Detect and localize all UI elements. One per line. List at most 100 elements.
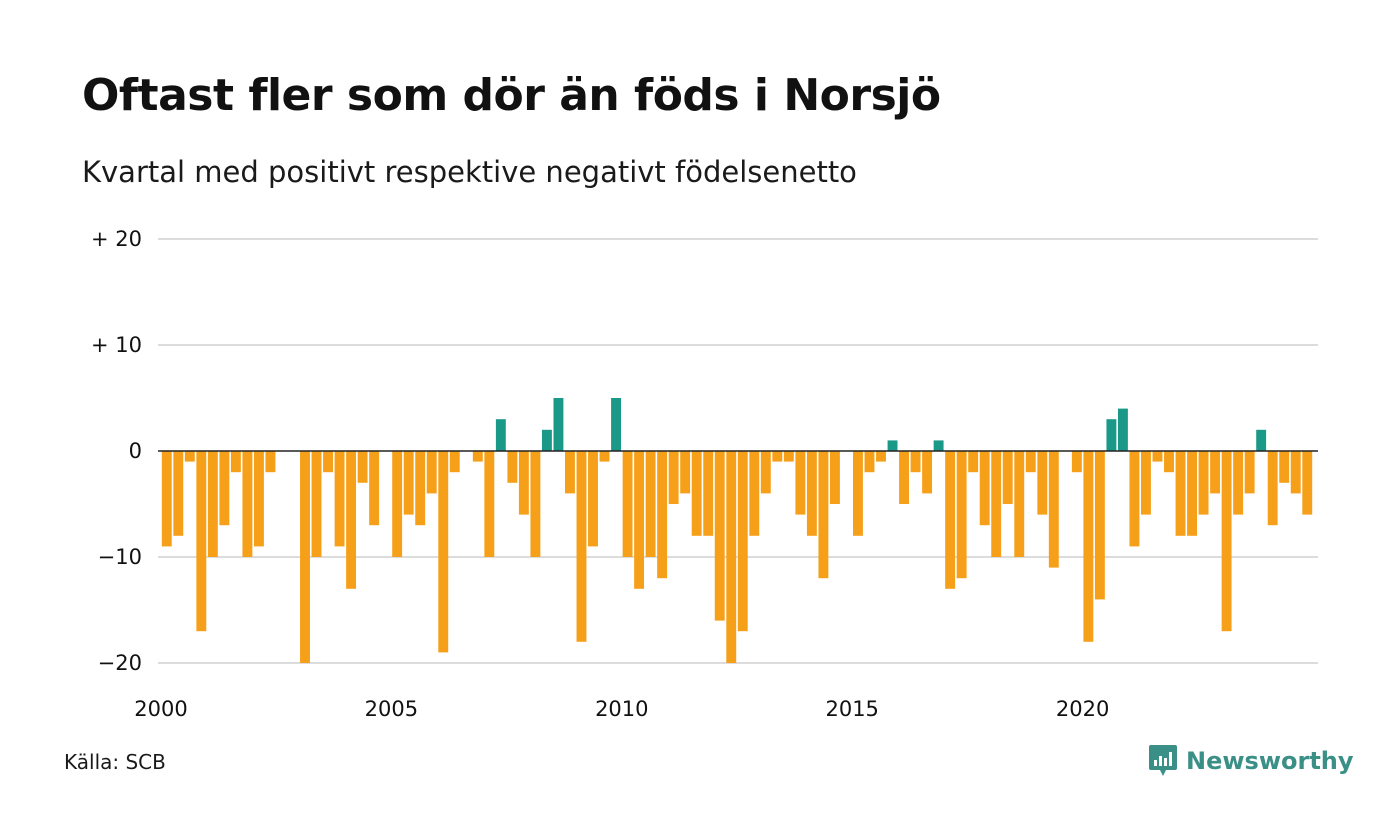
bar-negative xyxy=(1244,451,1255,494)
y-tick-label: −10 xyxy=(98,545,142,569)
bar-negative xyxy=(161,451,172,547)
chart-subtitle: Kvartal med positivt respektive negativt… xyxy=(82,155,857,189)
bar-negative xyxy=(726,451,737,663)
bar-negative xyxy=(265,451,276,473)
bar-negative xyxy=(599,451,610,462)
bar-negative xyxy=(507,451,518,483)
bar-negative xyxy=(357,451,368,483)
x-tick-label: 2005 xyxy=(365,697,418,721)
bar-negative xyxy=(772,451,783,462)
bar-chart: + 20 + 10 0 −10 −20 2000 2005 2010 2015 2020 xyxy=(91,227,1318,721)
bar-negative xyxy=(829,451,840,504)
bar-negative xyxy=(565,451,575,494)
bar-negative xyxy=(1210,451,1221,494)
tick-labels: + 20 + 10 0 −10 −20 2000 2005 2010 2015 2020 xyxy=(91,227,1109,721)
x-tick-label: 2015 xyxy=(825,697,878,721)
bar-negative xyxy=(242,451,253,557)
bar-positive xyxy=(1117,408,1128,451)
bar-negative xyxy=(1152,451,1163,462)
bar-negative xyxy=(668,451,679,504)
bar-negative xyxy=(1164,451,1174,473)
bar-negative xyxy=(691,451,702,536)
bar-negative xyxy=(1083,451,1094,642)
bars xyxy=(161,398,1313,663)
bar-negative xyxy=(1129,451,1140,547)
bar-positive xyxy=(1256,429,1267,451)
bar-negative xyxy=(588,451,598,547)
brand-name: Newsworthy xyxy=(1186,747,1354,775)
bar-negative xyxy=(518,451,529,515)
bar-negative xyxy=(968,451,979,473)
bar-negative xyxy=(1187,451,1197,536)
bar-negative xyxy=(1221,451,1232,632)
bar-negative xyxy=(991,451,1002,557)
x-tick-label: 2020 xyxy=(1056,697,1109,721)
source-note: Källa: SCB xyxy=(64,750,166,774)
bar-negative xyxy=(760,451,771,494)
bar-negative xyxy=(657,451,668,579)
bar-negative xyxy=(369,451,380,526)
bar-negative xyxy=(300,451,310,663)
bar-negative xyxy=(230,451,241,473)
bar-negative xyxy=(922,451,933,494)
bar-negative xyxy=(449,451,460,473)
bar-positive xyxy=(553,398,564,451)
bar-negative xyxy=(415,451,426,526)
bar-negative xyxy=(334,451,345,547)
bar-positive xyxy=(611,398,621,451)
bar-negative xyxy=(645,451,656,557)
bar-negative xyxy=(472,451,483,462)
bar-negative xyxy=(426,451,437,494)
bar-negative xyxy=(1014,451,1025,557)
bar-negative xyxy=(530,451,541,557)
bar-negative xyxy=(956,451,967,579)
y-tick-label: 0 xyxy=(129,439,142,463)
bar-negative xyxy=(1175,451,1186,536)
bar-negative xyxy=(783,451,794,462)
bar-negative xyxy=(703,451,714,536)
bar-negative xyxy=(899,451,909,504)
bar-negative xyxy=(1198,451,1209,515)
bar-negative xyxy=(714,451,725,621)
y-tick-label: + 20 xyxy=(91,227,142,251)
bar-negative xyxy=(795,451,806,515)
bar-negative xyxy=(1302,451,1313,515)
bar-negative xyxy=(576,451,587,642)
bar-negative xyxy=(1233,451,1244,515)
bar-negative xyxy=(806,451,817,536)
bar-negative xyxy=(1025,451,1036,473)
bar-negative xyxy=(749,451,760,536)
bar-negative xyxy=(311,451,322,557)
bar-negative xyxy=(1141,451,1151,515)
bar-negative xyxy=(1279,451,1290,483)
bar-negative xyxy=(253,451,264,547)
bar-negative xyxy=(979,451,990,526)
bar-negative xyxy=(737,451,748,632)
bar-negative xyxy=(1267,451,1278,526)
bar-negative xyxy=(438,451,449,653)
bar-positive xyxy=(1106,419,1117,451)
newsworthy-logo-icon xyxy=(1149,745,1177,776)
bar-negative xyxy=(622,451,633,557)
y-tick-label: + 10 xyxy=(91,333,142,357)
chart-title: Oftast fler som dör än föds i Norsjö xyxy=(82,70,941,121)
bar-negative xyxy=(853,451,863,536)
bar-negative xyxy=(876,451,886,462)
bar-negative xyxy=(196,451,207,632)
bar-positive xyxy=(933,440,944,451)
bar-negative xyxy=(1002,451,1013,504)
bar-negative xyxy=(634,451,645,589)
bar-negative xyxy=(680,451,691,494)
bar-negative xyxy=(184,451,195,462)
bar-negative xyxy=(173,451,184,536)
bar-negative xyxy=(910,451,921,473)
y-tick-label: −20 xyxy=(98,651,142,675)
bar-negative xyxy=(945,451,956,589)
bar-negative xyxy=(403,451,414,515)
x-tick-label: 2010 xyxy=(595,697,648,721)
bar-negative xyxy=(323,451,333,473)
bar-negative xyxy=(392,451,403,557)
bar-negative xyxy=(1094,451,1105,600)
bar-negative xyxy=(1037,451,1048,515)
brand-logo: Newsworthy xyxy=(1148,744,1354,778)
